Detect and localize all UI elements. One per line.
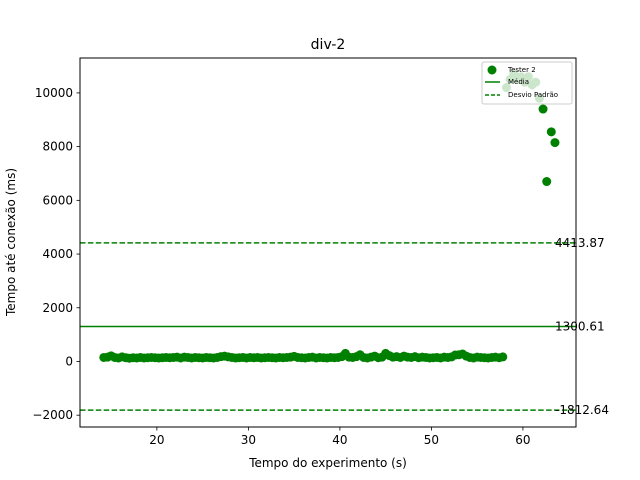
legend-label-tester: Tester 2 bbox=[507, 66, 536, 74]
x-axis-title: Tempo do experimento (s) bbox=[248, 456, 407, 470]
legend: Tester 2 Média Desvio Padrão bbox=[481, 61, 573, 105]
x-tick-label: 60 bbox=[515, 433, 530, 447]
data-point bbox=[498, 352, 508, 362]
x-tick-label: 50 bbox=[424, 433, 439, 447]
legend-box bbox=[481, 61, 573, 105]
data-point bbox=[550, 138, 560, 148]
legend-marker-tester bbox=[487, 65, 497, 75]
y-tick-label: 8000 bbox=[42, 140, 73, 154]
y-tick-label: 2000 bbox=[42, 301, 73, 315]
legend-label-desvio: Desvio Padrão bbox=[508, 91, 558, 99]
data-point bbox=[538, 104, 548, 114]
x-tick-label: 40 bbox=[332, 433, 347, 447]
legend-label-media: Média bbox=[508, 78, 529, 86]
reference-line-value-2: 4413.87 bbox=[555, 236, 605, 250]
y-tick-label: 4000 bbox=[42, 247, 73, 261]
y-axis: −2000 0 2000 4000 6000 8000 10000 bbox=[32, 86, 80, 422]
y-tick-label: 10000 bbox=[35, 86, 73, 100]
x-axis: 20 30 40 50 60 bbox=[149, 427, 531, 447]
chart-title: div-2 bbox=[311, 37, 346, 53]
reference-line-labels: 1300.61 4413.87 -1812.64 bbox=[555, 236, 609, 417]
data-point bbox=[546, 127, 556, 137]
y-tick-label: 0 bbox=[65, 354, 73, 368]
axes-frame bbox=[79, 57, 577, 428]
x-tick-label: 30 bbox=[241, 433, 256, 447]
y-tick-label: −2000 bbox=[32, 408, 73, 422]
reference-line-value-1: 1300.61 bbox=[555, 320, 605, 334]
y-tick-label: 6000 bbox=[42, 193, 73, 207]
data-point bbox=[542, 177, 552, 187]
y-axis-title: Tempo até conexão (ms) bbox=[4, 168, 18, 317]
x-tick-label: 20 bbox=[149, 433, 164, 447]
reference-line-value-3: -1812.64 bbox=[555, 403, 609, 417]
